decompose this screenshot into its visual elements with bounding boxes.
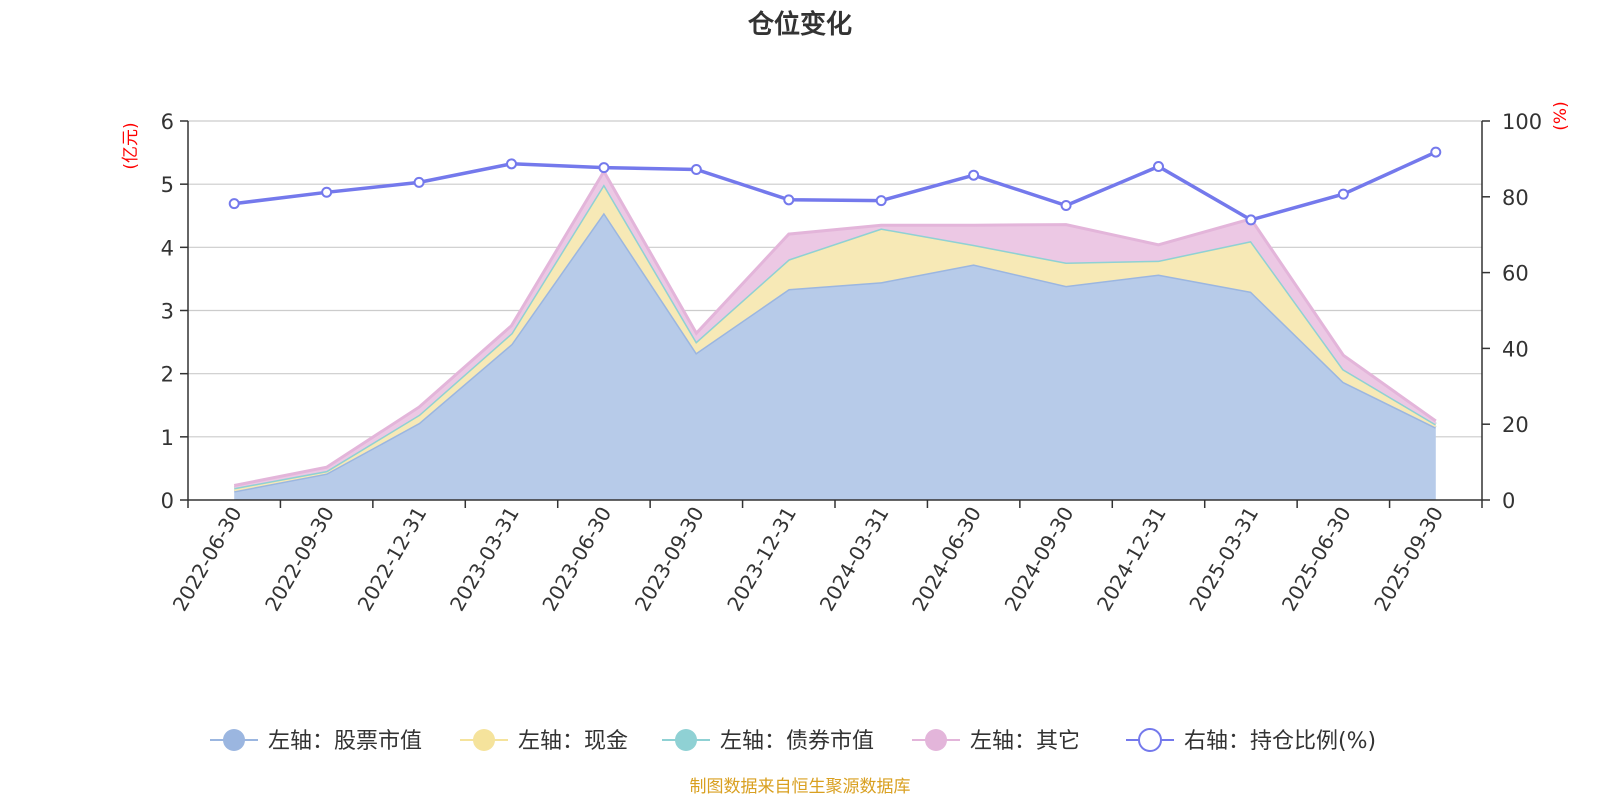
x-tick-label: 2024-09-30 (999, 503, 1078, 616)
area-series-3 (234, 171, 1436, 488)
left-tick-label: 0 (161, 489, 174, 513)
x-tick-label: 2023-03-31 (445, 503, 524, 616)
stacked-areas (233, 168, 1437, 500)
left-axis-unit: (亿元) (121, 122, 141, 169)
area-series-0 (234, 212, 1436, 500)
x-tick-label: 2025-03-31 (1184, 503, 1263, 616)
chart-title: 仓位变化 (747, 9, 852, 40)
right-tick-label: 20 (1502, 413, 1529, 437)
x-tick-label: 2023-06-30 (537, 503, 616, 616)
x-tick-label: 2022-09-30 (260, 503, 339, 616)
right-tick-label: 80 (1502, 186, 1529, 210)
legend-label-4[interactable]: 右轴：持仓比例(%) (1184, 729, 1376, 754)
ratio-point[interactable] (1337, 188, 1349, 200)
ratio-point[interactable] (875, 195, 887, 207)
left-tick-label: 1 (161, 426, 174, 450)
legend-label-1[interactable]: 左轴：现金 (518, 729, 628, 754)
x-tick-label: 2024-12-31 (1092, 503, 1171, 616)
ratio-point[interactable] (598, 162, 610, 174)
ratio-point[interactable] (690, 164, 702, 176)
ratio-line (228, 146, 1442, 226)
area-series-1 (234, 184, 1436, 492)
left-tick-label: 6 (161, 110, 174, 134)
right-tick-label: 0 (1502, 489, 1515, 513)
data-source: 制图数据来自恒生聚源数据库 (690, 777, 911, 797)
ratio-point[interactable] (506, 158, 517, 170)
left-tick-label: 4 (161, 236, 174, 260)
ratio-point[interactable] (783, 194, 795, 206)
x-tick-label: 2022-12-31 (352, 502, 431, 615)
area-edge-series-3 (233, 168, 1437, 487)
x-tick-label: 2025-09-30 (1369, 503, 1448, 616)
left-tick-label: 2 (161, 363, 174, 387)
x-tick-label: 2022-06-30 (168, 503, 247, 616)
x-tick-label: 2024-03-31 (815, 503, 894, 616)
left-tick-label: 3 (161, 300, 174, 324)
x-tick-label: 2023-09-30 (630, 503, 709, 616)
ratio-point[interactable] (228, 198, 240, 210)
ratio-point[interactable] (413, 176, 425, 188)
ratio-point[interactable] (1060, 200, 1072, 212)
x-tick-label: 2024-06-30 (907, 502, 986, 615)
ratio-point[interactable] (1245, 214, 1257, 226)
legend-marker-2[interactable] (675, 729, 697, 751)
legend-label-0[interactable]: 左轴：股票市值 (268, 729, 422, 754)
ratio-point[interactable] (1430, 146, 1442, 158)
legend-marker-4[interactable] (1138, 728, 1162, 752)
legend-label-2[interactable]: 左轴：债券市值 (720, 729, 874, 754)
right-tick-label: 100 (1502, 110, 1542, 134)
right-tick-label: 40 (1502, 337, 1529, 361)
legend-marker-1[interactable] (473, 729, 495, 751)
legend: 左轴：股票市值 左轴：现金 左轴：债券市值 左轴：其它 右轴：持仓比例(%) (210, 728, 1376, 754)
ratio-point[interactable] (1153, 160, 1164, 172)
legend-marker-3[interactable] (925, 729, 947, 751)
legend-marker-0[interactable] (223, 729, 245, 751)
right-axis-unit: (%) (1551, 101, 1571, 130)
left-tick-label: 5 (161, 173, 174, 197)
ratio-line-path (233, 150, 1437, 222)
x-tick-label: 2025-06-30 (1277, 503, 1356, 616)
legend-label-3[interactable]: 左轴：其它 (970, 729, 1080, 754)
x-tick-label: 2023-12-31 (722, 503, 801, 616)
right-tick-label: 60 (1502, 262, 1529, 286)
ratio-point[interactable] (321, 186, 333, 198)
ratio-point[interactable] (968, 169, 980, 181)
